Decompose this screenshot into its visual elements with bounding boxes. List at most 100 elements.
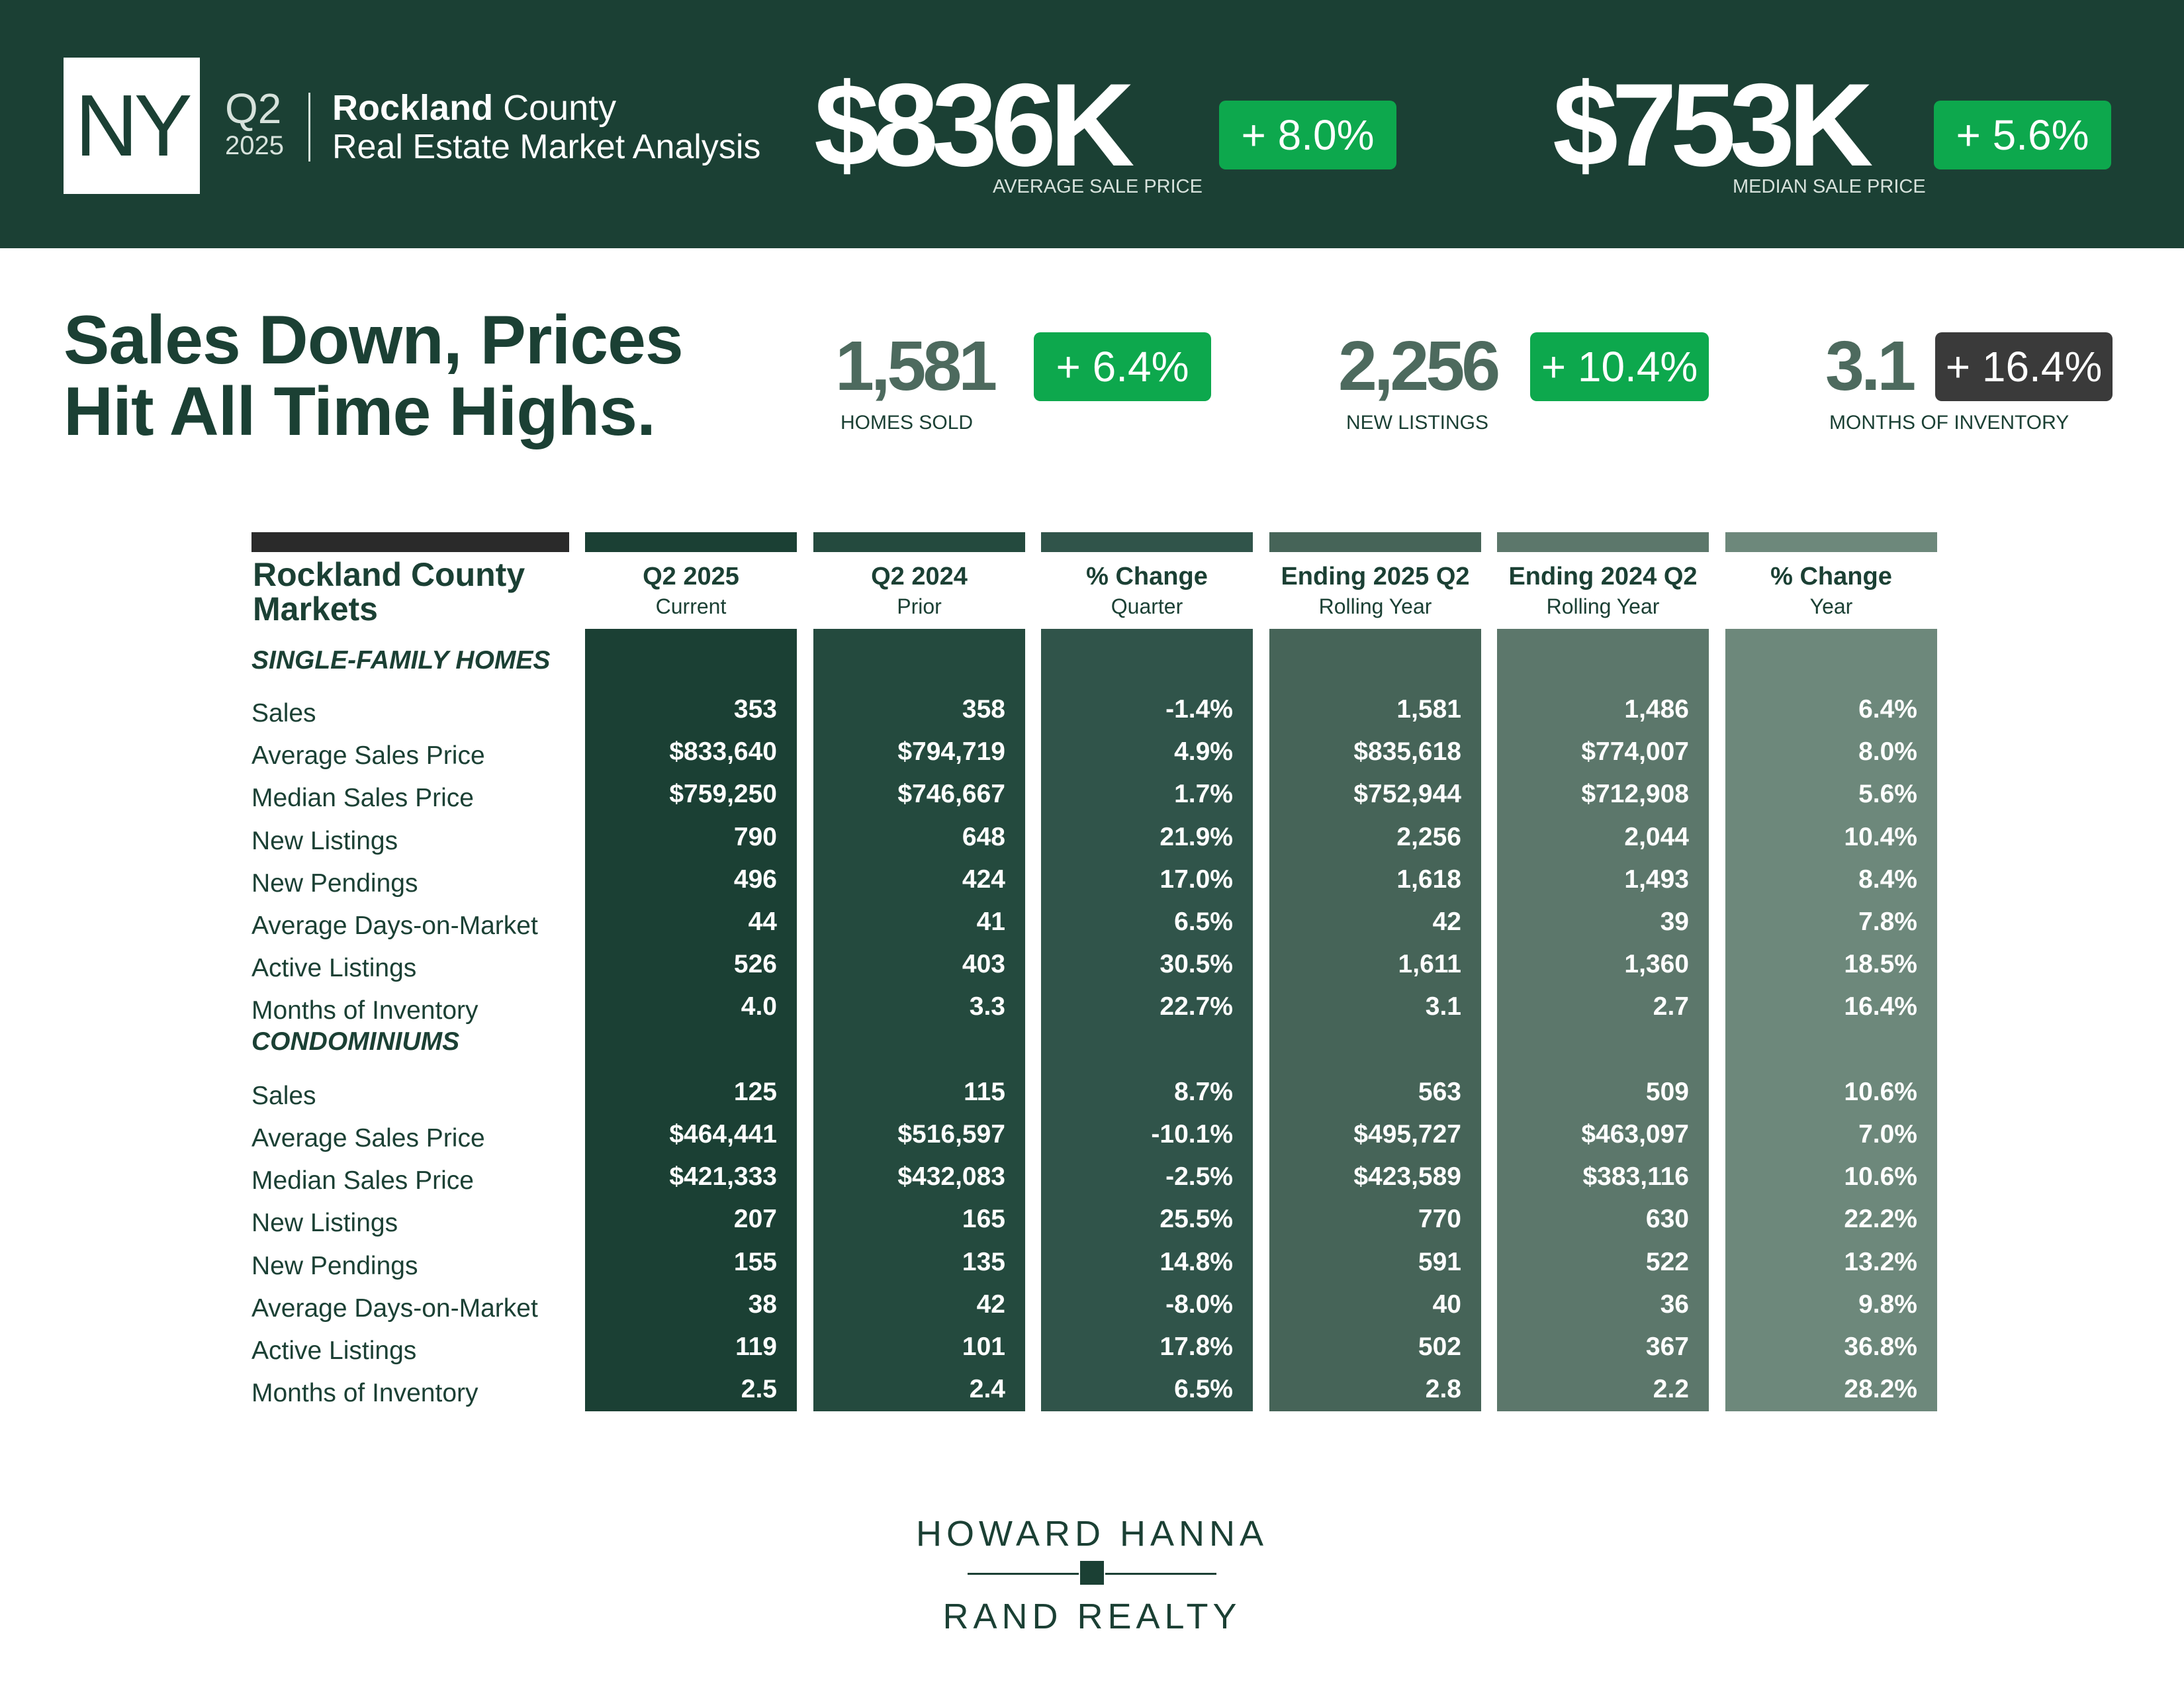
avg-sale-price-label: AVERAGE SALE PRICE <box>993 176 1203 197</box>
table-cell: 1.7% <box>1174 780 1233 809</box>
table-cell: 2.5 <box>741 1375 777 1404</box>
table-cell: 358 <box>962 695 1005 724</box>
section-heading: SINGLE-FAMILY HOMES <box>251 646 551 675</box>
table-cell: 630 <box>1645 1205 1689 1234</box>
column-header-1: Q2 2024 Prior <box>813 564 1025 617</box>
column-header-subtitle: Rolling Year <box>1546 594 1660 618</box>
table-cell: 424 <box>962 865 1005 894</box>
table-cell: $774,007 <box>1581 737 1689 767</box>
table-cell: 3.3 <box>969 992 1005 1021</box>
row-label: Average Days-on-Market <box>251 912 538 940</box>
row-label: New Listings <box>251 1209 398 1238</box>
table-cell: 13.2% <box>1844 1247 1917 1276</box>
table-cell: 16.4% <box>1844 992 1917 1021</box>
table-cell: 36.8% <box>1844 1333 1917 1361</box>
table-cell: 6.5% <box>1174 908 1233 936</box>
brand-logo-top: HOWARD HANNA <box>915 1514 1268 1554</box>
header-divider <box>308 93 310 162</box>
row-label: Active Listings <box>251 954 417 983</box>
column-header-subtitle: Year <box>1809 594 1853 618</box>
table-cell: 42 <box>976 1289 1005 1319</box>
new-listings-change-badge: + 10.4% <box>1530 332 1709 401</box>
column-body-4 <box>1497 629 1709 1411</box>
table-cell: 42 <box>1432 908 1461 936</box>
report-year: 2025 <box>225 131 284 160</box>
table-cell: $833,640 <box>669 737 777 767</box>
table-cell: 2.2 <box>1653 1375 1689 1404</box>
table-cell: 10.6% <box>1844 1077 1917 1106</box>
table-cell: 38 <box>748 1289 777 1319</box>
report-title: Rockland County Real Estate Market Analy… <box>332 90 760 164</box>
column-body-2 <box>1041 629 1253 1411</box>
table-title: Rockland County Markets <box>253 557 525 626</box>
table-cell: 9.8% <box>1858 1289 1917 1319</box>
table-cell: 591 <box>1418 1247 1461 1276</box>
table-cell: -2.5% <box>1165 1162 1233 1192</box>
table-cell: 353 <box>733 695 777 724</box>
row-label: New Pendings <box>251 1251 418 1280</box>
table-cell: 21.9% <box>1160 822 1233 851</box>
table-cell: 509 <box>1645 1077 1689 1106</box>
brand-logo-square-icon <box>1080 1561 1104 1585</box>
table-cell: 119 <box>735 1333 777 1361</box>
column-bar-1 <box>813 532 1025 552</box>
table-cell: $835,618 <box>1353 737 1461 767</box>
table-cell: 403 <box>962 950 1005 979</box>
table-cell: $464,441 <box>669 1120 777 1149</box>
homes-sold-value: 1,581 <box>835 327 997 405</box>
avg-sale-price-change-badge: + 8.0% <box>1219 101 1396 169</box>
row-label: Average Days-on-Market <box>251 1293 538 1323</box>
table-cell: 4.9% <box>1174 737 1233 767</box>
column-body-3 <box>1269 629 1481 1411</box>
row-label: Average Sales Price <box>251 1124 485 1152</box>
homes-sold-change-badge: + 6.4% <box>1034 332 1211 401</box>
header-band: NY Q2 2025 Rockland County Real Estate M… <box>0 0 2184 248</box>
column-bar-2 <box>1041 532 1253 552</box>
column-header-title: % Change <box>1086 563 1208 590</box>
brand-logo-rule-right <box>1105 1573 1216 1575</box>
column-bar-0 <box>585 532 797 552</box>
report-subtitle: Real Estate Market Analysis <box>332 128 761 166</box>
months-inventory-label: MONTHS OF INVENTORY <box>1829 412 2070 434</box>
median-sale-price-value: $753K <box>1553 59 1874 191</box>
homes-sold-label: HOMES SOLD <box>841 412 974 434</box>
column-bar-4 <box>1497 532 1709 552</box>
table-cell: $432,083 <box>897 1162 1005 1192</box>
months-inventory-change-badge: + 16.4% <box>1935 332 2113 401</box>
row-label: New Listings <box>251 826 398 855</box>
row-label: Months of Inventory <box>251 996 478 1025</box>
table-cell: 2.4 <box>969 1375 1005 1404</box>
row-label: Active Listings <box>251 1336 417 1365</box>
table-cell: 115 <box>964 1077 1005 1106</box>
table-cell: 207 <box>733 1205 777 1234</box>
table-cell: $516,597 <box>897 1120 1005 1149</box>
table-cell: 2,044 <box>1624 822 1689 851</box>
table-cell: 135 <box>962 1247 1005 1276</box>
county-name: Rockland <box>332 88 494 128</box>
avg-sale-price-value: $836K <box>814 59 1135 191</box>
table-cell: 39 <box>1660 908 1689 936</box>
table-cell: 101 <box>962 1333 1005 1361</box>
brand-logo-rule-left <box>968 1573 1079 1575</box>
row-label: Median Sales Price <box>251 784 474 813</box>
headline-line-1: Sales Down, Prices <box>64 302 684 379</box>
table-cell: 7.8% <box>1858 908 1917 936</box>
table-cell: 526 <box>733 950 777 979</box>
table-cell: -8.0% <box>1165 1289 1233 1319</box>
row-label: Sales <box>251 699 316 727</box>
table-cell: 14.8% <box>1160 1247 1233 1276</box>
headline-line-2: Hit All Time Highs. <box>64 373 656 450</box>
row-label: Median Sales Price <box>251 1166 474 1196</box>
table-cell: -1.4% <box>1165 695 1233 724</box>
table-cell: $752,944 <box>1353 780 1461 809</box>
table-title-line-2: Markets <box>253 590 378 628</box>
column-header-5: % Change Year <box>1725 564 1937 617</box>
table-cell: 563 <box>1418 1077 1461 1106</box>
table-cell: 18.5% <box>1844 950 1917 979</box>
headline: Sales Down, Prices Hit All Time Highs. <box>64 302 684 450</box>
county-suffix: County <box>503 88 617 128</box>
table-cell: 28.2% <box>1844 1375 1917 1404</box>
brand-logo-bottom: RAND REALTY <box>942 1597 1242 1636</box>
column-header-title: Ending 2025 Q2 <box>1281 563 1470 590</box>
table-cell: 22.7% <box>1160 992 1233 1021</box>
